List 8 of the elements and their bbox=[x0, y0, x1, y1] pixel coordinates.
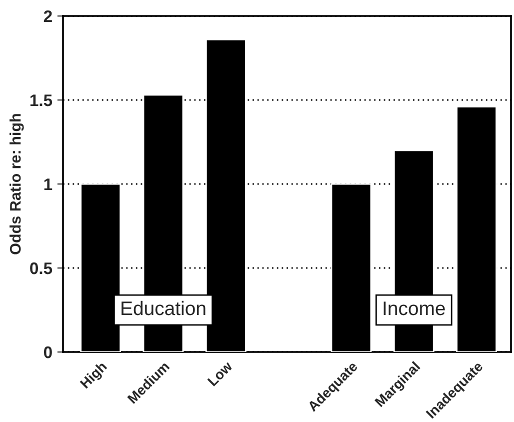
y-tick-label: 0 bbox=[44, 346, 52, 358]
annotation: Income bbox=[384, 302, 445, 316]
y-tick-label: 1.5 bbox=[30, 94, 52, 106]
annotation: Education bbox=[122, 300, 206, 316]
y-axis-title: Odds Ratio re: high bbox=[10, 114, 24, 254]
y-tick-label: 2 bbox=[44, 10, 52, 22]
y-tick-label: 1 bbox=[44, 178, 52, 190]
y-tick-label: 0.5 bbox=[30, 262, 52, 274]
